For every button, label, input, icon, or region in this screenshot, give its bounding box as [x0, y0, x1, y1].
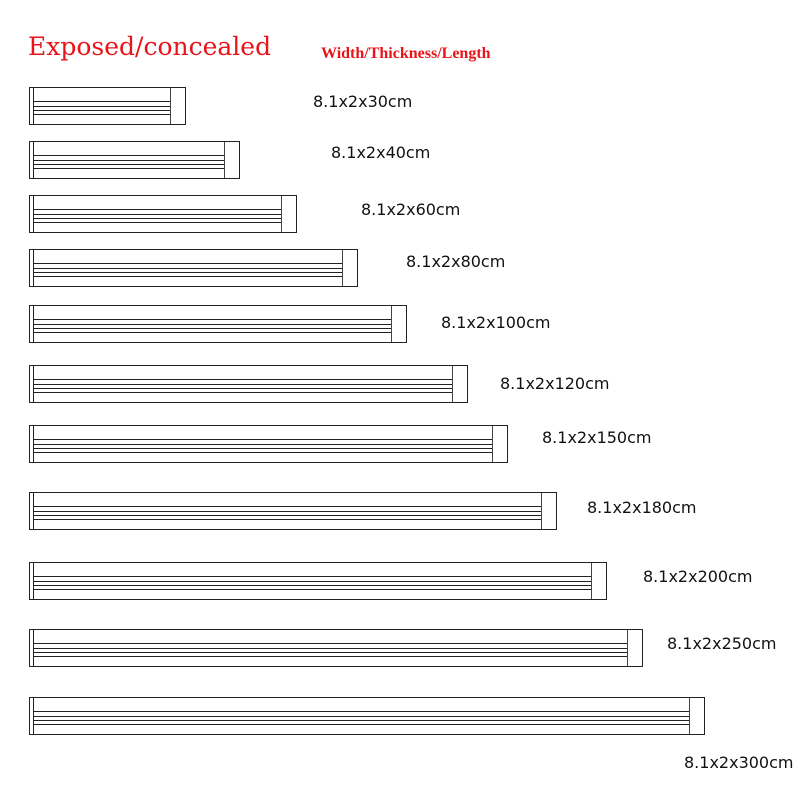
light-bar-30cm — [29, 87, 186, 125]
light-bar-150cm — [29, 425, 508, 463]
size-label: 8.1x2x100cm — [441, 313, 551, 332]
size-label: 8.1x2x300cm — [684, 753, 794, 772]
light-bar-250cm — [29, 629, 643, 667]
size-label: 8.1x2x40cm — [331, 143, 431, 162]
light-bar-120cm — [29, 365, 468, 403]
light-bar-300cm — [29, 697, 705, 735]
light-bar-80cm — [29, 249, 358, 287]
size-label: 8.1x2x80cm — [406, 252, 506, 271]
light-bar-200cm — [29, 562, 607, 600]
size-label: 8.1x2x60cm — [361, 200, 461, 219]
light-bar-180cm — [29, 492, 557, 530]
light-bar-100cm — [29, 305, 407, 343]
size-label: 8.1x2x250cm — [667, 634, 777, 653]
size-label: 8.1x2x150cm — [542, 428, 652, 447]
title: Exposed/concealed — [28, 32, 272, 61]
size-label: 8.1x2x120cm — [500, 374, 610, 393]
size-label: 8.1x2x180cm — [587, 498, 697, 517]
light-bar-60cm — [29, 195, 297, 233]
size-label: 8.1x2x30cm — [313, 92, 413, 111]
size-label: 8.1x2x200cm — [643, 567, 753, 586]
subtitle: Width/Thickness/Length — [321, 45, 491, 62]
light-bar-40cm — [29, 141, 240, 179]
